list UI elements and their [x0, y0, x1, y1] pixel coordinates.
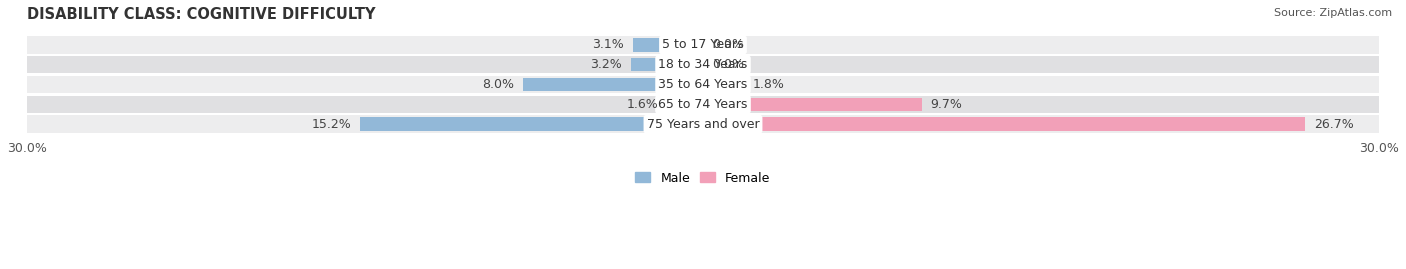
Bar: [666, 98, 703, 111]
Text: Source: ZipAtlas.com: Source: ZipAtlas.com: [1274, 8, 1392, 18]
Bar: [27, 36, 1379, 54]
Text: 1.6%: 1.6%: [626, 98, 658, 111]
Bar: [631, 58, 703, 72]
Text: 65 to 74 Years: 65 to 74 Years: [658, 98, 748, 111]
Text: 0.0%: 0.0%: [711, 38, 744, 51]
Bar: [27, 96, 1379, 113]
Bar: [27, 56, 1379, 73]
Text: DISABILITY CLASS: COGNITIVE DIFFICULTY: DISABILITY CLASS: COGNITIVE DIFFICULTY: [27, 7, 375, 22]
Text: 9.7%: 9.7%: [931, 98, 963, 111]
Text: 0.0%: 0.0%: [711, 58, 744, 71]
Legend: Male, Female: Male, Female: [630, 167, 776, 190]
Text: 8.0%: 8.0%: [482, 78, 513, 91]
Text: 26.7%: 26.7%: [1313, 118, 1354, 131]
Text: 5 to 17 Years: 5 to 17 Years: [662, 38, 744, 51]
Bar: [703, 118, 1305, 131]
Bar: [523, 78, 703, 91]
Text: 35 to 64 Years: 35 to 64 Years: [658, 78, 748, 91]
Text: 3.2%: 3.2%: [591, 58, 621, 71]
Text: 15.2%: 15.2%: [312, 118, 352, 131]
Text: 75 Years and over: 75 Years and over: [647, 118, 759, 131]
Bar: [27, 115, 1379, 133]
Bar: [703, 78, 744, 91]
Text: 3.1%: 3.1%: [592, 38, 624, 51]
Bar: [27, 76, 1379, 93]
Bar: [633, 38, 703, 52]
Text: 1.8%: 1.8%: [752, 78, 785, 91]
Text: 18 to 34 Years: 18 to 34 Years: [658, 58, 748, 71]
Bar: [703, 98, 921, 111]
Bar: [360, 118, 703, 131]
